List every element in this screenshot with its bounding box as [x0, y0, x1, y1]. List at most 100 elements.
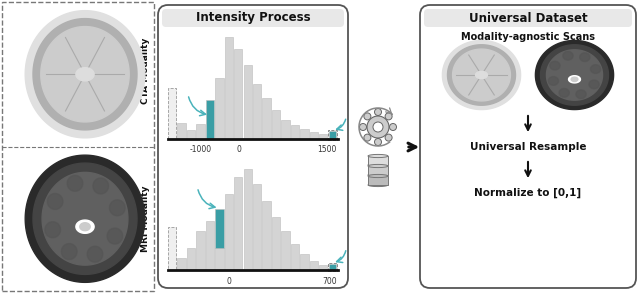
Bar — [291, 243, 299, 270]
Polygon shape — [591, 65, 601, 73]
Polygon shape — [33, 18, 137, 130]
Polygon shape — [41, 27, 129, 122]
Ellipse shape — [368, 183, 388, 187]
Bar — [196, 231, 205, 270]
Text: CTA Modality: CTA Modality — [141, 38, 150, 104]
Bar — [328, 263, 337, 271]
Polygon shape — [580, 53, 590, 62]
Bar — [300, 254, 308, 270]
Polygon shape — [541, 45, 609, 105]
Bar — [196, 124, 205, 139]
Polygon shape — [76, 220, 94, 233]
Bar — [177, 258, 186, 270]
Bar — [272, 217, 280, 270]
Bar — [262, 98, 271, 139]
Polygon shape — [45, 222, 61, 238]
Bar — [177, 123, 186, 139]
Ellipse shape — [368, 163, 388, 167]
Text: 1500: 1500 — [317, 146, 337, 154]
Bar — [253, 84, 261, 139]
Bar — [244, 168, 252, 270]
Bar — [187, 248, 195, 270]
Circle shape — [390, 124, 397, 130]
Bar — [282, 120, 290, 139]
Polygon shape — [547, 50, 602, 100]
Circle shape — [364, 134, 371, 141]
Polygon shape — [42, 172, 128, 265]
Bar — [215, 78, 223, 139]
Polygon shape — [80, 223, 90, 231]
Bar — [328, 131, 336, 139]
Polygon shape — [476, 71, 488, 79]
Ellipse shape — [368, 164, 388, 168]
Circle shape — [374, 139, 381, 146]
Bar — [215, 248, 223, 270]
Bar — [368, 156, 388, 165]
Bar — [272, 110, 280, 139]
Bar — [368, 176, 388, 185]
Circle shape — [385, 113, 392, 120]
Polygon shape — [76, 68, 94, 81]
FancyBboxPatch shape — [424, 9, 632, 27]
Circle shape — [374, 108, 381, 115]
FancyBboxPatch shape — [158, 5, 348, 288]
Bar — [225, 37, 233, 139]
Text: Universal Dataset: Universal Dataset — [468, 11, 588, 25]
FancyBboxPatch shape — [162, 9, 344, 27]
Polygon shape — [87, 246, 103, 262]
Bar — [319, 134, 328, 139]
Polygon shape — [568, 76, 580, 83]
Bar — [168, 227, 176, 270]
Bar — [282, 231, 290, 270]
Text: -1000: -1000 — [190, 146, 212, 154]
Polygon shape — [442, 40, 520, 110]
Bar — [368, 166, 388, 175]
Bar — [234, 49, 243, 139]
Polygon shape — [571, 77, 578, 81]
Text: MRI Modality: MRI Modality — [141, 185, 150, 252]
Bar — [206, 221, 214, 270]
Bar — [215, 209, 223, 248]
Bar — [310, 132, 318, 139]
Bar — [168, 88, 176, 139]
Bar — [244, 65, 252, 139]
Circle shape — [367, 116, 389, 138]
Circle shape — [373, 122, 383, 132]
Polygon shape — [25, 11, 145, 138]
Ellipse shape — [368, 154, 388, 158]
Bar — [2, 2, 154, 291]
Bar — [234, 177, 243, 270]
Ellipse shape — [368, 173, 388, 177]
Bar — [253, 184, 261, 270]
Polygon shape — [61, 243, 77, 260]
Polygon shape — [589, 80, 599, 89]
Polygon shape — [536, 40, 614, 110]
Bar — [300, 130, 308, 139]
Polygon shape — [452, 49, 511, 101]
Polygon shape — [548, 77, 559, 85]
Bar — [262, 201, 271, 270]
Polygon shape — [67, 175, 83, 191]
Polygon shape — [576, 90, 586, 98]
Text: Modality-agnostic Scans: Modality-agnostic Scans — [461, 32, 595, 42]
Text: 0: 0 — [236, 146, 241, 154]
Bar — [328, 264, 336, 270]
Bar — [328, 130, 337, 139]
Circle shape — [360, 124, 367, 130]
Ellipse shape — [368, 174, 388, 178]
Bar — [225, 194, 233, 270]
Bar — [319, 265, 328, 270]
Polygon shape — [107, 228, 123, 244]
Text: 0: 0 — [227, 277, 232, 286]
Polygon shape — [93, 178, 109, 194]
Bar — [187, 130, 195, 139]
Polygon shape — [559, 88, 570, 97]
Polygon shape — [563, 51, 573, 60]
Circle shape — [364, 113, 371, 120]
Text: Intensity Process: Intensity Process — [196, 11, 310, 25]
Polygon shape — [47, 193, 63, 209]
Polygon shape — [25, 155, 145, 282]
Polygon shape — [550, 61, 560, 70]
Bar — [310, 261, 318, 270]
Polygon shape — [447, 45, 515, 105]
